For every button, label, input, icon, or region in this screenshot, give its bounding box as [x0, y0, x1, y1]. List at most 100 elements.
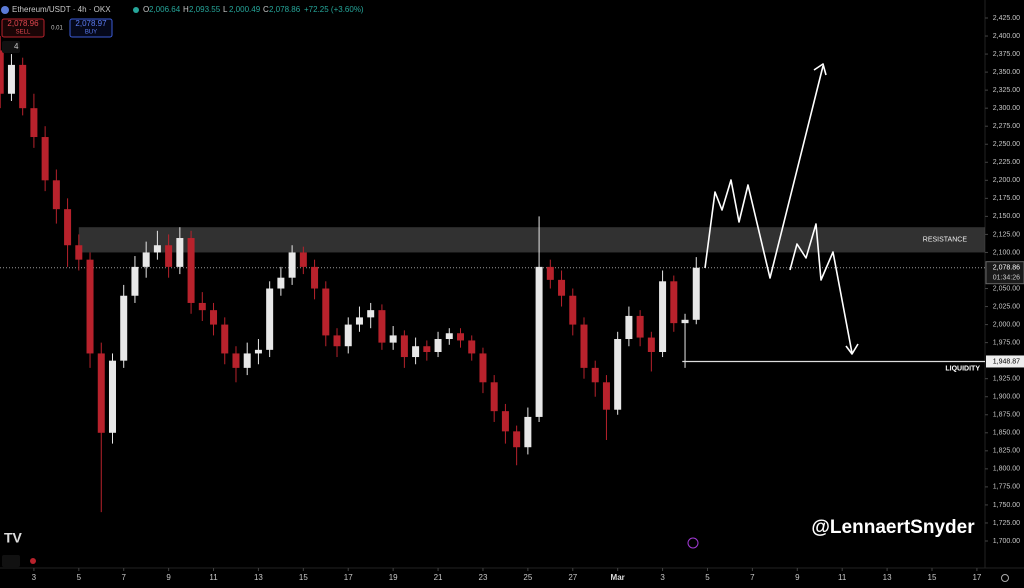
candle-body [389, 335, 397, 343]
bear-path [789, 223, 853, 354]
x-tick-label: 3 [660, 573, 665, 582]
y-tick-label: 1,700.00 [993, 538, 1020, 545]
y-tick-label: 2,325.00 [993, 87, 1020, 94]
x-tick-label: 15 [299, 573, 308, 582]
level-label: LIQUIDITY [945, 365, 980, 372]
watermark: @LennaertSnyder [811, 517, 975, 538]
candle-body [333, 335, 341, 347]
candle-body [400, 335, 408, 358]
candle-body [221, 324, 229, 354]
candle-body [367, 310, 375, 318]
candle-body [243, 353, 251, 368]
candle-body [647, 337, 655, 352]
ohlc-key: L [223, 5, 228, 14]
resistance-zone [78, 227, 986, 253]
candle-body [153, 245, 161, 253]
buy-button[interactable] [69, 18, 113, 38]
candle-body [558, 279, 566, 296]
y-tick-label: 2,175.00 [993, 195, 1020, 202]
candle-body [412, 346, 420, 358]
plot [0, 36, 986, 513]
candle-body [30, 108, 38, 138]
y-tick-label: 2,000.00 [993, 321, 1020, 328]
ohlc-value: 2,000.49 [229, 5, 261, 14]
y-tick-label: 1,750.00 [993, 502, 1020, 509]
x-tick-label: 15 [928, 573, 937, 582]
candle-body [468, 340, 476, 354]
y-tick-label: 2,350.00 [993, 69, 1020, 76]
y-tick-label: 2,250.00 [993, 141, 1020, 148]
indicator-toggle[interactable] [2, 41, 20, 53]
candle-body [625, 315, 633, 340]
change: +72.25 (+3.60%) [304, 5, 364, 14]
x-tick-label: 19 [389, 573, 398, 582]
alert-icon [30, 558, 36, 564]
buy-price: 2,078.97 [75, 19, 107, 28]
candle-body [513, 431, 521, 448]
x-tick-label: 5 [77, 573, 82, 582]
y-tick-label: 1,850.00 [993, 430, 1020, 437]
buy-label: BUY [85, 30, 97, 36]
candle-body [277, 277, 285, 289]
ohlc-key: O [143, 5, 149, 14]
x-tick-label: 17 [972, 573, 981, 582]
y-tick-label: 1,900.00 [993, 394, 1020, 401]
candle-body [86, 259, 94, 354]
x-tick-label: 17 [344, 573, 353, 582]
y-tick-label: 2,150.00 [993, 213, 1020, 220]
menu-button[interactable] [2, 555, 20, 567]
y-tick-label: 2,025.00 [993, 303, 1020, 310]
last-price-box [985, 261, 1024, 285]
candle-body [445, 333, 453, 340]
level-price: 1,948.87 [993, 358, 1020, 365]
candle-body [614, 339, 622, 410]
candle-body [311, 266, 319, 289]
candle-body [670, 281, 678, 324]
sell-price: 2,078.96 [7, 19, 39, 28]
x-tick-label: 21 [434, 573, 443, 582]
x-tick-label: Mar [611, 573, 625, 582]
candle-body [187, 238, 195, 303]
bull-path [704, 65, 824, 279]
x-tick-label: 7 [121, 573, 126, 582]
candle-body [569, 295, 577, 325]
candle-body [681, 319, 689, 324]
settings-icon[interactable] [1001, 574, 1009, 582]
sell-button[interactable] [1, 18, 45, 38]
countdown: 01:34:26 [993, 275, 1020, 282]
y-tick-label: 2,225.00 [993, 159, 1020, 166]
candle-body [490, 382, 498, 412]
x-tick-label: 25 [523, 573, 532, 582]
y-tick-label: 1,975.00 [993, 339, 1020, 346]
spread: 0.01 [51, 26, 63, 32]
x-tick-label: 5 [705, 573, 710, 582]
candle-body [120, 295, 128, 361]
x-tick-label: 9 [166, 573, 171, 582]
y-tick-label: 2,200.00 [993, 177, 1020, 184]
candle-body [344, 324, 352, 347]
candle-body [457, 333, 465, 341]
zone-label: RESISTANCE [923, 237, 968, 244]
level-price-box [986, 355, 1024, 368]
ohlc-value: 2,006.64 [149, 5, 181, 14]
x-tick-label: 3 [32, 573, 37, 582]
symbol: Ethereum/USDT · 4h · OKX [12, 5, 111, 14]
ohlc-value: 2,093.55 [189, 5, 221, 14]
sell-label: SELL [16, 30, 31, 36]
arrows [704, 63, 859, 355]
symbol-icon [1, 6, 9, 14]
candle-body [602, 382, 610, 410]
candle-body [591, 367, 599, 383]
candle-body [580, 324, 588, 368]
candle-body [288, 252, 296, 278]
tv-logo: TV [4, 530, 23, 546]
y-tick-label: 2,425.00 [993, 15, 1020, 22]
y-tick-label: 2,050.00 [993, 285, 1020, 292]
ohlc-key: H [183, 5, 189, 14]
y-tick-label: 1,925.00 [993, 376, 1020, 383]
candle-body [232, 353, 240, 368]
candle-body [108, 360, 116, 433]
candle-body [299, 252, 307, 267]
y-tick-label: 1,825.00 [993, 448, 1020, 455]
